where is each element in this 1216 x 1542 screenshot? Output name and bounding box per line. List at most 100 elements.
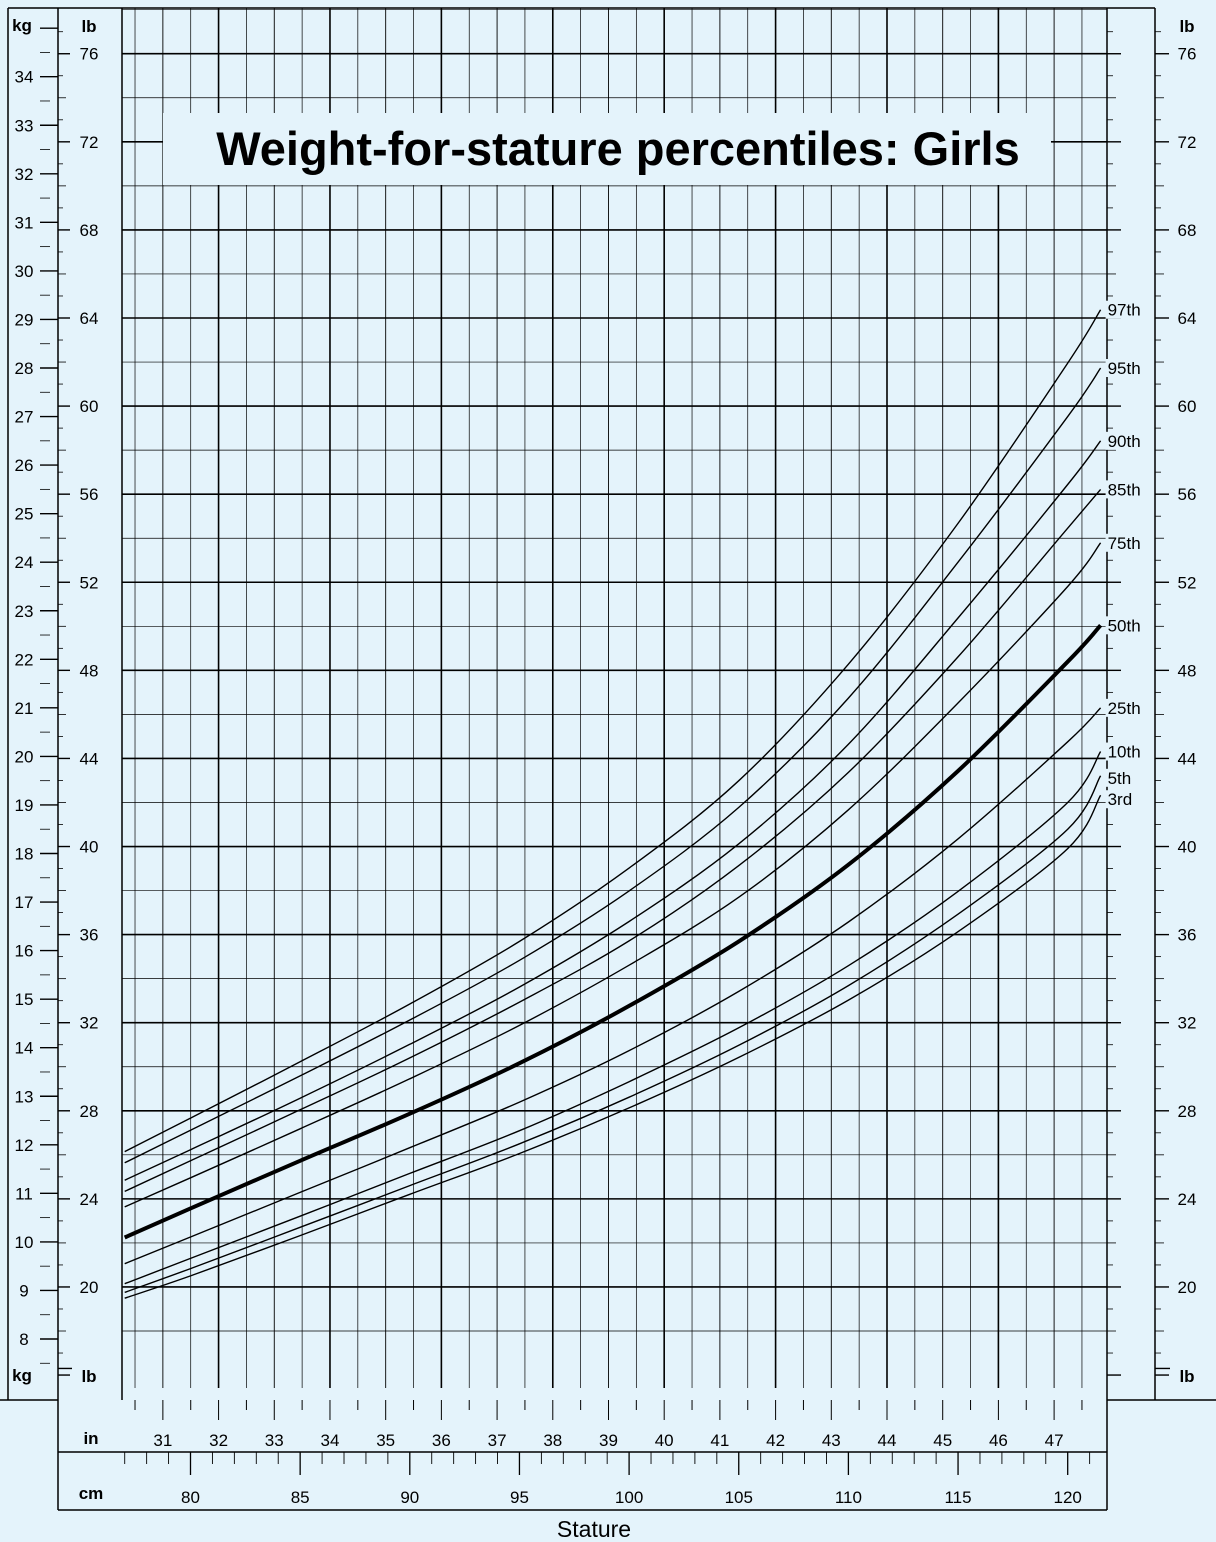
series-label-95th: 95th xyxy=(1108,359,1141,378)
kg-tick-label: 19 xyxy=(15,796,34,815)
lb-tick-label-right: 60 xyxy=(1178,397,1197,416)
lb-tick-label-left: 64 xyxy=(80,309,99,328)
kg-tick-label: 26 xyxy=(15,456,34,475)
in-tick-label: 33 xyxy=(265,1431,284,1450)
in-tick-label: 40 xyxy=(655,1431,674,1450)
lb-unit-top-left: lb xyxy=(81,17,96,36)
lb-tick-label-left: 44 xyxy=(80,749,99,768)
lb-tick-label-left: 56 xyxy=(80,485,99,504)
lb-unit-bottom-right: lb xyxy=(1179,1367,1194,1386)
in-tick-label: 32 xyxy=(209,1431,228,1450)
cm-tick-label: 80 xyxy=(181,1488,200,1507)
lb-unit-top-right: lb xyxy=(1179,17,1194,36)
in-tick-label: 39 xyxy=(599,1431,618,1450)
in-tick-label: 46 xyxy=(989,1431,1008,1450)
lb-tick-label-left: 48 xyxy=(80,661,99,680)
in-tick-label: 34 xyxy=(321,1431,340,1450)
kg-tick-label: 8 xyxy=(19,1330,28,1349)
kg-tick-label: 32 xyxy=(15,165,34,184)
kg-tick-label: 15 xyxy=(15,990,34,1009)
series-label-90th: 90th xyxy=(1108,432,1141,451)
lb-tick-label-left: 60 xyxy=(80,397,99,416)
lb-tick-label-right: 68 xyxy=(1178,221,1197,240)
lb-tick-label-left: 52 xyxy=(80,573,99,592)
kg-tick-label: 30 xyxy=(15,262,34,281)
kg-tick-label: 21 xyxy=(15,699,34,718)
in-tick-label: 38 xyxy=(543,1431,562,1450)
cm-tick-label: 105 xyxy=(725,1488,753,1507)
lb-tick-label-right: 64 xyxy=(1178,309,1197,328)
lb-tick-label-left: 68 xyxy=(80,221,99,240)
kg-tick-label: 29 xyxy=(15,310,34,329)
kg-tick-label: 34 xyxy=(15,68,34,87)
kg-tick-label: 22 xyxy=(15,650,34,669)
lb-tick-label-right: 32 xyxy=(1178,1014,1197,1033)
lb-tick-label-right: 40 xyxy=(1178,838,1197,857)
lb-tick-label-left: 40 xyxy=(80,838,99,857)
in-tick-label: 45 xyxy=(933,1431,952,1450)
lb-tick-label-right: 52 xyxy=(1178,573,1197,592)
kg-tick-label: 20 xyxy=(15,747,34,766)
series-label-50th: 50th xyxy=(1108,616,1141,635)
kg-unit-bottom: kg xyxy=(12,1366,32,1385)
kg-tick-label: 31 xyxy=(15,213,34,232)
kg-tick-label: 24 xyxy=(15,553,34,572)
lb-tick-label-right: 72 xyxy=(1178,133,1197,152)
kg-unit-top: kg xyxy=(12,16,32,35)
kg-tick-label: 9 xyxy=(19,1281,28,1300)
in-tick-label: 42 xyxy=(766,1431,785,1450)
cm-tick-label: 115 xyxy=(944,1488,971,1507)
cm-tick-label: 85 xyxy=(291,1488,310,1507)
kg-tick-label: 11 xyxy=(15,1184,33,1203)
lb-tick-label-left: 76 xyxy=(80,45,99,64)
lb-tick-label-right: 28 xyxy=(1178,1102,1197,1121)
kg-tick-label: 18 xyxy=(15,845,34,864)
series-label-85th: 85th xyxy=(1108,480,1141,499)
series-label-10th: 10th xyxy=(1108,743,1141,762)
lb-tick-label-left: 32 xyxy=(80,1014,99,1033)
in-tick-label: 36 xyxy=(432,1431,451,1450)
series-label-75th: 75th xyxy=(1108,534,1141,553)
cm-tick-label: 90 xyxy=(400,1488,419,1507)
lb-tick-label-right: 24 xyxy=(1178,1190,1197,1209)
lb-tick-label-right: 56 xyxy=(1178,485,1197,504)
cm-tick-label: 95 xyxy=(510,1488,529,1507)
lb-tick-label-left: 72 xyxy=(80,133,99,152)
kg-tick-label: 17 xyxy=(15,893,34,912)
kg-tick-label: 23 xyxy=(15,602,34,621)
lb-tick-label-right: 36 xyxy=(1178,926,1197,945)
series-label-25th: 25th xyxy=(1108,699,1141,718)
in-tick-label: 47 xyxy=(1045,1431,1064,1450)
kg-tick-label: 10 xyxy=(15,1233,34,1252)
in-tick-label: 37 xyxy=(488,1431,507,1450)
title-group: Weight-for-stature percentiles: Girls xyxy=(163,113,1051,185)
cm-tick-label: 120 xyxy=(1054,1488,1082,1507)
cm-tick-label: 100 xyxy=(615,1488,643,1507)
series-label-97th: 97th xyxy=(1108,301,1141,320)
in-tick-label: 43 xyxy=(822,1431,841,1450)
kg-tick-label: 33 xyxy=(15,116,34,135)
lb-tick-label-left: 28 xyxy=(80,1102,99,1121)
in-unit: in xyxy=(83,1429,98,1448)
kg-tick-label: 25 xyxy=(15,505,34,524)
cm-unit: cm xyxy=(79,1484,104,1503)
kg-tick-label: 28 xyxy=(15,359,34,378)
lb-tick-label-right: 20 xyxy=(1178,1278,1197,1297)
kg-tick-label: 14 xyxy=(15,1039,34,1058)
series-label-5th: 5th xyxy=(1108,769,1132,788)
in-tick-label: 44 xyxy=(878,1431,897,1450)
kg-tick-label: 16 xyxy=(15,942,34,961)
x-axis-title: Stature xyxy=(557,1516,631,1542)
lb-tick-label-right: 48 xyxy=(1178,661,1197,680)
chart-title: Weight-for-stature percentiles: Girls xyxy=(216,122,1020,175)
lb-tick-label-right: 76 xyxy=(1178,45,1197,64)
lb-unit-bottom-left: lb xyxy=(81,1367,96,1386)
cm-tick-label: 110 xyxy=(835,1488,862,1507)
series-label-3rd: 3rd xyxy=(1108,790,1133,809)
lb-tick-label-left: 20 xyxy=(80,1278,99,1297)
kg-tick-label: 12 xyxy=(15,1136,34,1155)
in-tick-label: 35 xyxy=(376,1431,395,1450)
in-tick-label: 41 xyxy=(710,1431,729,1450)
